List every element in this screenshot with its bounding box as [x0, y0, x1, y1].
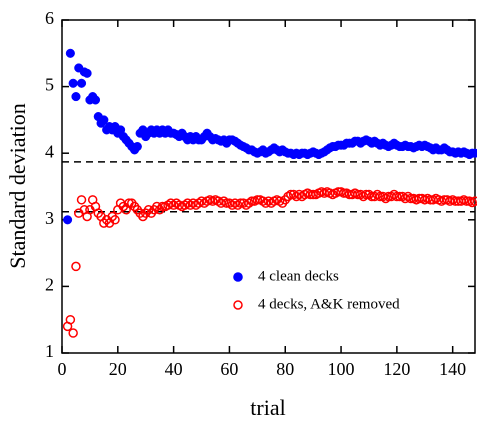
data-point	[68, 78, 78, 88]
data-point	[63, 215, 73, 225]
y-axis-label: Standard deviation	[5, 103, 30, 269]
data-point	[99, 115, 109, 125]
legend-label: 4 decks, A&K removed	[258, 296, 400, 312]
y-tick-label: 2	[45, 275, 54, 295]
legend-marker	[233, 272, 243, 282]
data-point	[470, 196, 477, 206]
x-tick-label: 140	[439, 359, 466, 379]
y-tick-label: 5	[45, 75, 54, 95]
data-point	[76, 195, 87, 205]
data-point	[90, 95, 101, 105]
data-point	[71, 92, 81, 102]
x-tick-label: 20	[109, 359, 127, 379]
data-point	[65, 314, 76, 325]
data-point	[132, 141, 142, 152]
legend-marker	[233, 300, 243, 310]
data-point	[470, 148, 477, 158]
data-point	[71, 261, 81, 272]
data-point	[82, 68, 92, 78]
x-tick-label: 100	[328, 359, 355, 379]
x-axis-label: trial	[250, 395, 285, 420]
data-point	[68, 328, 78, 338]
x-tick-label: 40	[165, 359, 183, 379]
data-point	[392, 191, 402, 202]
x-tick-label: 120	[383, 359, 410, 379]
y-tick-label: 4	[45, 141, 54, 161]
data-point	[76, 78, 87, 88]
data-point	[361, 189, 371, 200]
data-point	[157, 201, 168, 212]
data-point	[308, 189, 318, 200]
legend-label: 4 clean decks	[258, 268, 339, 284]
data-point	[65, 48, 75, 58]
data-point	[110, 215, 120, 225]
x-tick-label: 0	[58, 359, 67, 379]
plot-frame	[61, 19, 476, 354]
y-tick-label: 3	[45, 208, 54, 228]
y-tick-label: 1	[45, 341, 54, 361]
data-point	[252, 195, 263, 205]
y-tick-label: 6	[45, 8, 54, 28]
x-tick-label: 80	[276, 359, 294, 379]
x-tick-label: 60	[220, 359, 238, 379]
